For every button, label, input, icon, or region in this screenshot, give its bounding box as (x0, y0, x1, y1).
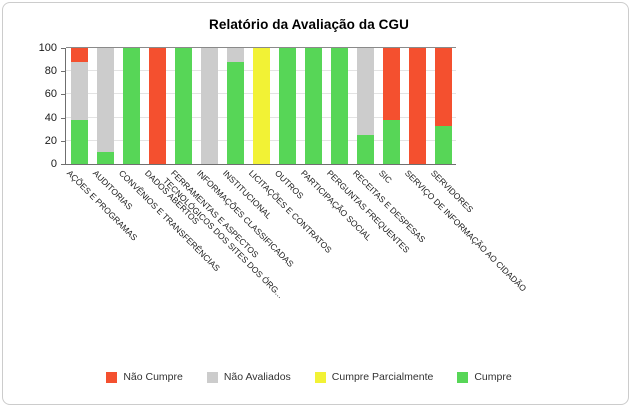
y-axis-tick (61, 140, 65, 142)
bar-segment-nao-avaliados[interactable] (356, 48, 374, 135)
chart-title: Relatório da Avaliação da CGU (209, 17, 409, 32)
bar-segment-cumpre[interactable] (434, 125, 452, 164)
bar-outros[interactable] (278, 48, 296, 164)
chart-canvas: Relatório da Avaliação da CGU Não Cumpre… (9, 3, 609, 403)
bar-ferramentas-e-aspectos[interactable] (174, 48, 192, 164)
legend-label: Cumpre (474, 371, 512, 383)
bar-segment-nao-avaliados[interactable] (226, 48, 244, 62)
y-axis-tick (61, 164, 65, 165)
plot-area (65, 47, 456, 165)
x-axis-label: SIC (376, 168, 395, 186)
bar-segment-nao-avaliados[interactable] (200, 48, 218, 164)
bar-segment-cumpre[interactable] (330, 48, 348, 164)
y-axis-label: 20 (44, 134, 57, 147)
bar-segment-cumpre[interactable] (96, 152, 114, 164)
y-axis-label: 40 (44, 111, 57, 124)
bar-acoes-e-programas[interactable] (70, 48, 88, 164)
legend-swatch-icon (457, 371, 469, 383)
bar-dados-abertos[interactable] (148, 48, 166, 164)
bar-segment-nao-cumpre[interactable] (434, 48, 452, 126)
bar-segment-cumpre[interactable] (278, 48, 296, 164)
bar-licitacoes-e-contratos[interactable] (252, 48, 270, 164)
legend-item-nao-cumpre: Não Cumpre (106, 371, 183, 383)
y-axis-tick (61, 71, 65, 73)
bar-segment-cumpre[interactable] (122, 48, 140, 164)
bar-institucional[interactable] (226, 48, 244, 164)
bar-segment-cumpre[interactable] (226, 61, 244, 164)
bar-servidores[interactable] (434, 48, 452, 164)
legend-label: Não Avaliados (223, 371, 291, 383)
bar-receitas-e-despesas[interactable] (356, 48, 374, 164)
bar-auditorias[interactable] (96, 48, 114, 164)
legend-swatch-icon (106, 371, 118, 383)
bar-perguntas-frequentes[interactable] (330, 48, 348, 164)
bar-segment-nao-cumpre[interactable] (148, 48, 166, 164)
bar-sic[interactable] (382, 48, 400, 164)
bar-segment-cumpre[interactable] (174, 48, 192, 164)
legend-item-cumpre-parcialmente: Cumpre Parcialmente (314, 371, 434, 383)
bar-segment-nao-cumpre[interactable] (408, 48, 426, 164)
y-axis-tick (61, 48, 65, 49)
bar-segment-nao-avaliados[interactable] (70, 61, 88, 120)
legend-swatch-icon (314, 371, 326, 383)
bar-segment-cumpre[interactable] (356, 135, 374, 164)
y-axis-label: 100 (38, 42, 57, 54)
legend-swatch-icon (206, 371, 218, 383)
bar-segment-nao-cumpre[interactable] (70, 48, 88, 62)
legend-label: Não Cumpre (123, 371, 183, 383)
y-axis-tick (61, 94, 65, 96)
legend-item-nao-avaliados: Não Avaliados (206, 371, 291, 383)
bar-segment-nao-avaliados[interactable] (96, 48, 114, 153)
y-axis-label: 80 (44, 65, 57, 78)
y-axis-tick (61, 117, 65, 119)
legend: Não Cumpre Não Avaliados Cumpre Parcialmen… (9, 371, 609, 383)
y-axis-label: 60 (44, 88, 57, 101)
bar-servico-de-informacao-ao-cidadao[interactable] (408, 48, 426, 164)
bar-segment-cumpre[interactable] (70, 119, 88, 164)
y-axis-label: 0 (50, 158, 57, 170)
bar-segment-cumpre-parcialmente[interactable] (252, 48, 270, 164)
bar-segment-cumpre[interactable] (382, 119, 400, 164)
legend-item-cumpre: Cumpre (457, 371, 512, 383)
bar-participacao-social[interactable] (304, 48, 322, 164)
gridline (66, 47, 456, 48)
bar-convenios-e-transferencias[interactable] (122, 48, 140, 164)
bar-informacoes-classificadas[interactable] (200, 48, 218, 164)
bar-segment-nao-cumpre[interactable] (382, 48, 400, 120)
legend-label: Cumpre Parcialmente (331, 371, 434, 383)
bar-segment-cumpre[interactable] (304, 48, 322, 164)
report-card: Relatório da Avaliação da CGU Não Cumpre… (2, 2, 629, 405)
